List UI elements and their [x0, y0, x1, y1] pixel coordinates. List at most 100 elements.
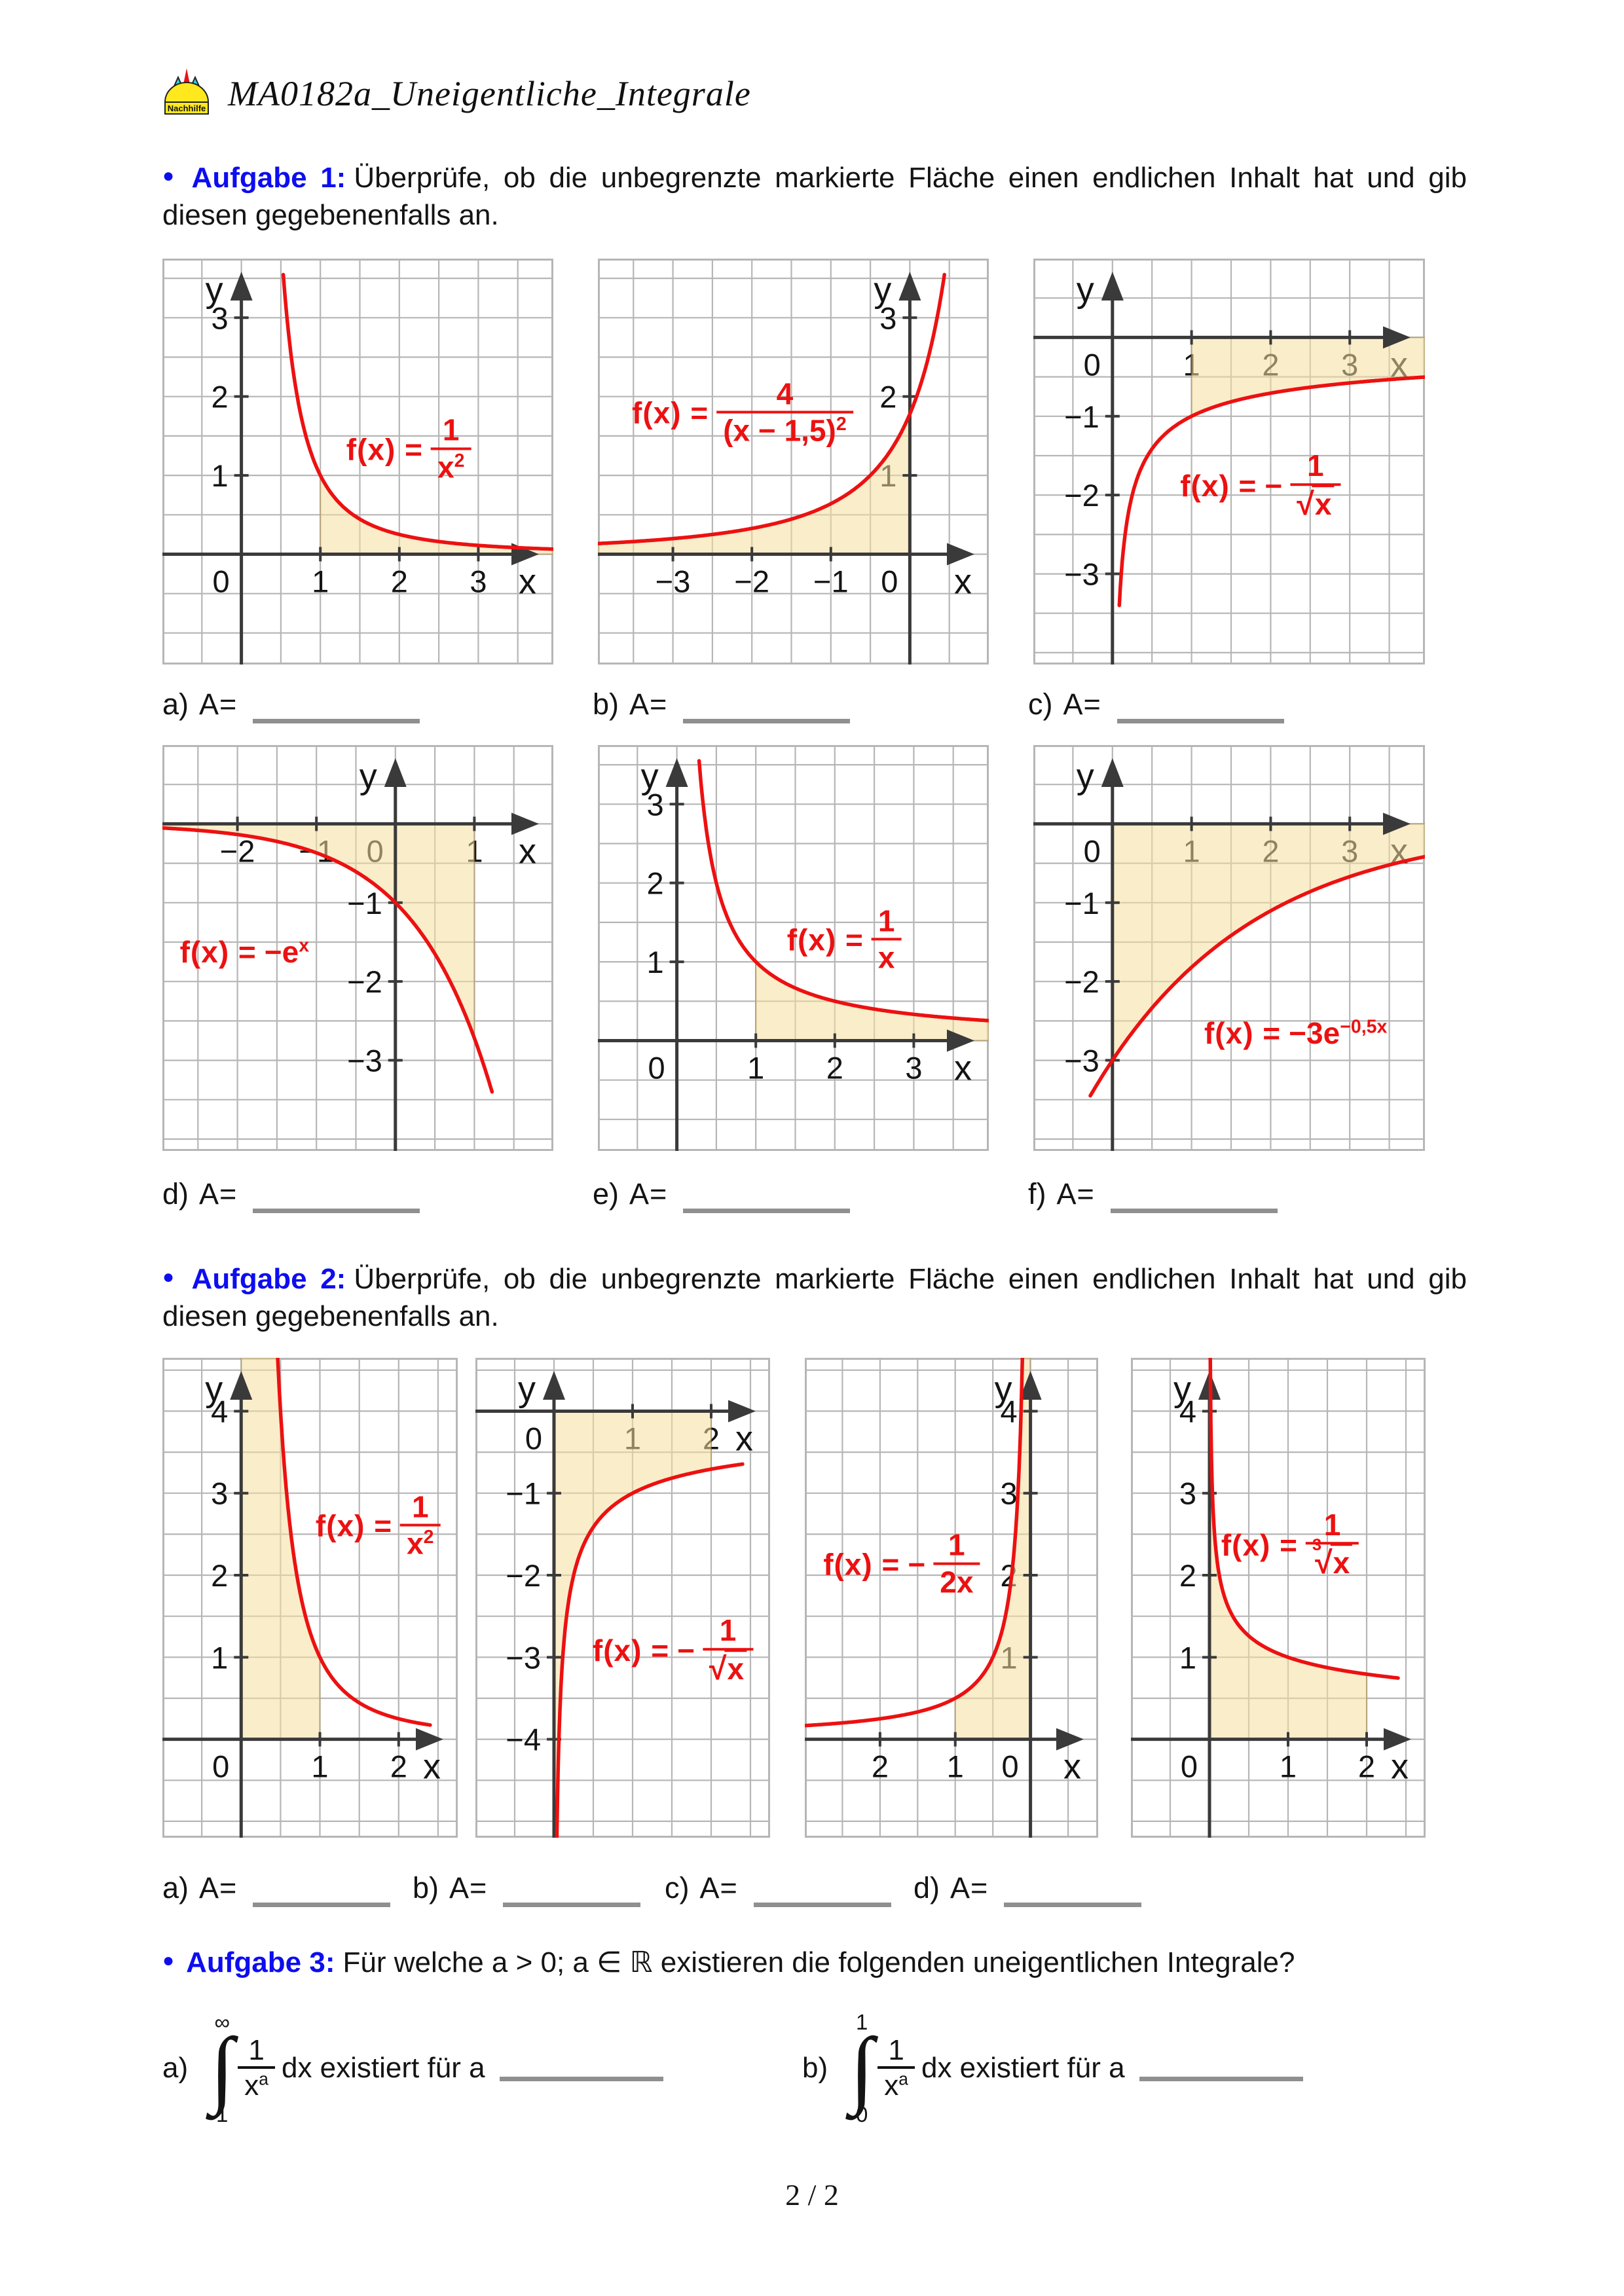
y-tick-label: −1 [347, 886, 382, 920]
integral-sign: ∞ ∫ 1 [210, 2011, 234, 2125]
x-axis-arrow-icon [416, 1728, 443, 1751]
x-tick-label: 2 [872, 1749, 889, 1784]
x-axis-letter: x [1063, 1747, 1081, 1787]
y-tick-label: −3 [1064, 1044, 1099, 1078]
answer-label: A= [629, 687, 668, 721]
x-tick-label: 2 [390, 1749, 407, 1784]
axes [1033, 774, 1399, 1151]
answer-letter: c) [665, 1871, 690, 1904]
x-tick-label: −2 [734, 564, 769, 599]
integral-letter: a) [162, 2052, 189, 2085]
integral-blank-field[interactable] [1139, 2076, 1303, 2081]
graph-2d: 1 2 1 2 3 4 0 x y f(x) = 1 3√x [1131, 1358, 1426, 1838]
function-curve [1208, 1358, 1400, 1680]
plot-border [162, 745, 553, 1151]
integral-upper-limit: ∞ [214, 2010, 230, 2034]
origin-label: 0 [212, 1749, 229, 1784]
answer-letter: e) [593, 1177, 619, 1211]
function-curve [555, 1462, 745, 1838]
y-tick-label: −4 [506, 1722, 541, 1757]
x-axis-letter: x [423, 1747, 441, 1787]
function-formula: f(x) = −3e−0,5x [1204, 1016, 1388, 1051]
answer-blank-field[interactable] [503, 1903, 641, 1907]
answer-a: a) A= [162, 687, 420, 723]
answer-blank-field[interactable] [683, 1209, 851, 1213]
graph-1b: −3−2−11230xyf(x) =4(x − 1,5)2 [598, 259, 989, 665]
graph-2c: 2112340xyf(x) =−12x [805, 1358, 1098, 1838]
axes [805, 1387, 1072, 1838]
x-axis-arrow-icon [947, 543, 974, 566]
y-tick-label: 3 [1000, 1476, 1017, 1511]
y-tick-label: 3 [879, 301, 896, 335]
integral-sign: 1 ∫ 0 [850, 2011, 874, 2125]
x-axis-letter: x [519, 562, 536, 602]
plot-border [1033, 259, 1425, 665]
x-axis-arrow-icon [1056, 1728, 1084, 1751]
x-tick-label: 3 [470, 564, 487, 599]
answer-letter: f) [1028, 1177, 1046, 1211]
y-axis-arrow-icon [898, 272, 921, 301]
answer-blank-field[interactable] [753, 1903, 891, 1907]
y-tick-label: 1 [1179, 1640, 1196, 1675]
origin-label: 0 [1084, 347, 1101, 382]
origin-label: 0 [1181, 1749, 1198, 1784]
graph-1e: 1 2 3 1 2 3 0 x y f(x) = 1 x [598, 745, 989, 1151]
bullet-icon: ● [162, 165, 180, 187]
x-axis-arrow-icon [511, 812, 539, 835]
answer-blank-field[interactable] [683, 719, 851, 723]
y-axis-letter: y [1077, 757, 1094, 796]
y-tick-label: 4 [211, 1394, 228, 1429]
y-axis-letter: y [360, 757, 377, 796]
y-tick-label: 3 [211, 1476, 228, 1511]
x-tick-label: −2 [220, 833, 255, 868]
function-curve [162, 826, 494, 1094]
integral-glyph-icon: ∫ [850, 2020, 874, 2116]
function-curve [697, 759, 989, 1023]
answer-blank-field[interactable] [1004, 1903, 1142, 1907]
y-tick-label: 1 [211, 1640, 228, 1675]
answer-blank-field[interactable] [253, 719, 420, 723]
x-axis-arrow-icon [1383, 326, 1411, 349]
answer-letter: d) [162, 1177, 189, 1211]
y-tick-label: 2 [646, 866, 663, 901]
document-title: MA0182a_Uneigentliche_Integrale [228, 74, 751, 113]
function-curve [805, 1358, 1025, 1728]
y-tick-label: −2 [1064, 478, 1099, 513]
plot-border [1131, 1358, 1426, 1838]
answer-d: d) A= [162, 1177, 420, 1213]
x-axis-letter: x [735, 1419, 753, 1458]
origin-label: 0 [881, 564, 898, 599]
graph-plot-2a: 1 2 1 2 3 4 0 x y [162, 1358, 458, 1838]
task-1-label: Aufgabe 1: [191, 162, 346, 194]
x-axis-arrow-icon [1383, 812, 1411, 835]
y-tick-label: −1 [1064, 886, 1099, 920]
x-tick-label: 2 [1358, 1749, 1375, 1784]
origin-label: 0 [1084, 833, 1101, 868]
answer-letter: c) [1028, 687, 1053, 721]
origin-label: 0 [525, 1421, 542, 1455]
grid-lines [162, 1358, 458, 1838]
answer-blank-field[interactable] [253, 1209, 420, 1213]
answer-b: b) A= [413, 1871, 641, 1907]
answer-blank-field[interactable] [1116, 719, 1284, 723]
function-curve [281, 272, 553, 551]
answer-blank-field[interactable] [1110, 1209, 1278, 1213]
x-axis-letter: x [954, 562, 972, 602]
integral-lower-limit: 1 [216, 2102, 229, 2127]
task-1: ● Aufgabe 1: Überprüfe, ob die unbegrenzte… [162, 157, 1467, 234]
integral-text: dx existiert für a [921, 2052, 1125, 2085]
integral-blank-field[interactable] [499, 2076, 663, 2081]
function-formula: f(x) = −1 2x [823, 1528, 980, 1600]
y-tick-label: 2 [211, 380, 228, 414]
task-1-text: Überprüfe, ob die unbegrenzte markierte … [162, 162, 1467, 231]
y-tick-label: 1 [646, 945, 663, 979]
integral-glyph-icon: ∫ [210, 2020, 234, 2116]
x-axis-arrow-icon [728, 1400, 756, 1423]
answer-blank-field[interactable] [253, 1903, 391, 1907]
x-tick-label: 1 [312, 564, 329, 599]
function-formula: f(x) = −1 √x [1180, 449, 1341, 522]
y-axis-arrow-icon [230, 1371, 253, 1400]
